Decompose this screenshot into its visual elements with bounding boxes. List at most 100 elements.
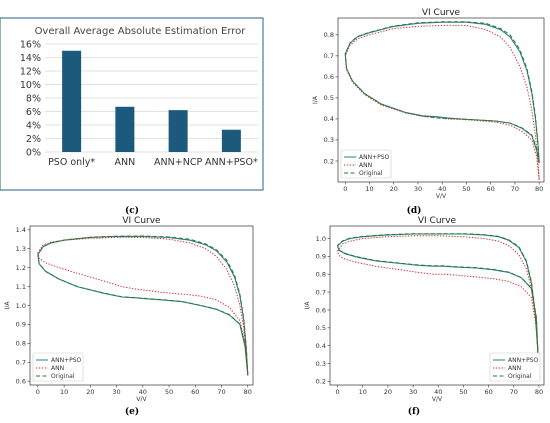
bar-y-tick-label: 10% <box>20 80 41 91</box>
x-tick-label: 10 <box>359 388 367 396</box>
y-tick-label: 0.5 <box>316 324 326 332</box>
y-tick-label: 0.3 <box>316 360 326 368</box>
vi-chart-title: VI Curve <box>418 216 457 226</box>
vi-curve-panel-e: VI Curve 0 10 20 30 40 50 60 70 80 0.6 0.7 0.8 0.9 1.0… <box>4 216 254 403</box>
y-tick-label: 0.8 <box>16 340 26 348</box>
vi-chart-title: VI Curve <box>122 216 161 226</box>
x-tick-label: 10 <box>60 388 68 396</box>
x-tick-label: 80 <box>535 185 543 193</box>
series-line <box>37 236 249 374</box>
x-tick-label: 0 <box>36 388 40 396</box>
legend-entry: ANN+PSO <box>359 154 390 161</box>
x-tick-label: 30 <box>414 185 422 193</box>
bar-y-tick-label: 6% <box>26 107 41 118</box>
y-tick-label: 0.3 <box>324 136 334 144</box>
bar-y-tick-label: 0% <box>26 148 41 159</box>
plot-frame <box>329 225 545 386</box>
legend-entry: Original <box>508 373 532 380</box>
y-axis-label: I/A <box>4 301 11 310</box>
plot-frame <box>337 17 545 183</box>
series-line <box>37 235 249 376</box>
series-line <box>337 233 540 378</box>
vi-chart-title: VI Curve <box>422 8 461 18</box>
bar <box>168 110 188 152</box>
bar-y-tick-label: 16% <box>20 40 41 51</box>
bar-y-tick-label: 4% <box>26 121 41 132</box>
bar-y-tick-label: 14% <box>20 53 41 64</box>
y-tick-label: 0.6 <box>324 73 334 81</box>
legend-entry: ANN+PSO <box>51 357 82 364</box>
y-tick-label: 0.2 <box>316 378 326 386</box>
bar-x-tick-label: PSO only* <box>48 157 95 168</box>
y-tick-label: 0.8 <box>324 31 334 39</box>
x-axis-label: V/V <box>436 193 447 200</box>
x-tick-label: 20 <box>384 388 392 396</box>
bar-chart-title: Overall Average Absolute Estimation Erro… <box>35 26 247 37</box>
legend-entry: Original <box>359 170 383 177</box>
x-tick-label: 40 <box>139 388 147 396</box>
x-tick-label: 80 <box>535 388 543 396</box>
y-tick-label: 0.5 <box>324 94 334 102</box>
bar-chart-bars <box>62 50 241 152</box>
vi-curve-panel-f: VI Curve 0 10 20 30 40 50 60 70 80 0.2 0.3 0.4 0.5 0.6… <box>304 216 545 403</box>
y-tick-label: 0.9 <box>16 321 26 329</box>
bar-x-tick-label: ANN <box>115 157 136 168</box>
bar-chart-y-ticks: 0% 2% 4% 6% 8% 10% 12% 14% 16% <box>20 40 41 159</box>
x-tick-label: 40 <box>438 185 446 193</box>
x-tick-label: 40 <box>434 388 442 396</box>
y-tick-label: 1.0 <box>316 235 326 243</box>
x-tick-label: 70 <box>217 388 225 396</box>
legend-entry: ANN <box>359 162 372 169</box>
legend-entry: Original <box>51 373 75 380</box>
bar-x-tick-label: ANN+NCP <box>154 157 202 168</box>
x-tick-label: 50 <box>462 185 470 193</box>
bar <box>115 106 135 152</box>
x-tick-label: 60 <box>487 185 495 193</box>
x-tick-label: 50 <box>459 388 467 396</box>
panel-label-c: (c) <box>125 205 139 216</box>
legend-entry: ANN+PSO <box>508 357 539 364</box>
series-line <box>344 21 540 164</box>
y-tick-label: 0.9 <box>316 253 326 261</box>
x-tick-label: 60 <box>484 388 492 396</box>
y-tick-label: 0.7 <box>16 359 26 367</box>
y-tick-label: 0.7 <box>324 52 334 60</box>
y-tick-label: 0.2 <box>324 157 334 165</box>
y-tick-label: 1.3 <box>16 245 26 253</box>
x-tick-label: 30 <box>409 388 417 396</box>
y-tick-label: 1.0 <box>16 302 26 310</box>
y-tick-label: 0.4 <box>316 342 326 350</box>
x-tick-label: 20 <box>390 185 398 193</box>
y-tick-label: 0.4 <box>324 115 334 123</box>
bar-y-tick-label: 8% <box>26 94 41 105</box>
y-tick-label: 1.4 <box>16 226 26 234</box>
bar-y-tick-label: 2% <box>26 134 41 145</box>
bar-y-tick-label: 12% <box>20 67 41 78</box>
y-tick-label: 0.7 <box>316 288 326 296</box>
series-line <box>337 235 540 373</box>
y-axis-label: I/A <box>304 301 311 310</box>
x-tick-label: 60 <box>191 388 199 396</box>
x-tick-label: 70 <box>510 388 518 396</box>
legend-entry: ANN <box>508 365 521 372</box>
vi-curve-panel-d: VI Curve 0 10 20 30 40 50 60 70 80 0.2 0.3 0.4 0.5 0.6… <box>312 8 545 200</box>
x-axis-label: V/V <box>136 396 147 403</box>
panel-label-f: (f) <box>408 406 420 417</box>
x-tick-label: 20 <box>86 388 94 396</box>
y-tick-label: 0.6 <box>316 306 326 314</box>
x-tick-label: 0 <box>343 185 347 193</box>
bar <box>221 129 241 152</box>
bar <box>62 50 82 152</box>
bar-chart-frame <box>0 17 264 191</box>
x-tick-label: 10 <box>365 185 373 193</box>
x-axis-label: V/V <box>432 396 443 403</box>
bar-chart-x-ticks: PSO only* ANN ANN+NCP ANN+PSO* <box>48 157 258 168</box>
x-tick-label: 30 <box>112 388 120 396</box>
panel-label-d: (d) <box>407 205 422 216</box>
y-tick-label: 1.1 <box>16 283 26 291</box>
bar-chart-panel: Overall Average Absolute Estimation Erro… <box>0 17 264 191</box>
x-tick-label: 80 <box>244 388 252 396</box>
y-tick-label: 0.6 <box>16 378 26 386</box>
y-axis-label: I/A <box>312 95 319 104</box>
